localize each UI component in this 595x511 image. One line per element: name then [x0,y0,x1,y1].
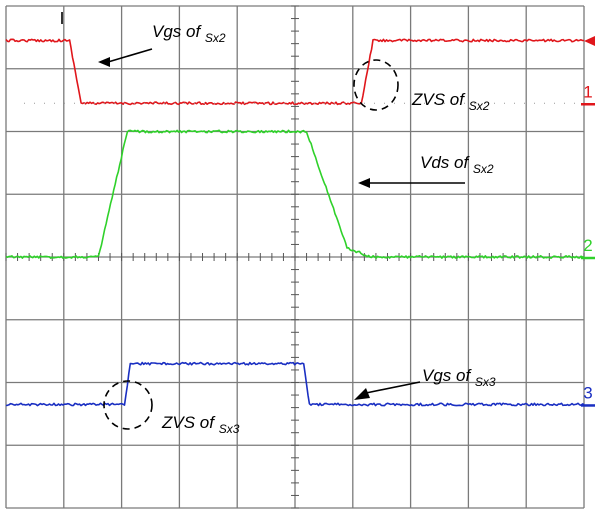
label-zvs-sx3: ZVS of Sx3 [161,413,240,436]
label-vgs-sx3: Vgs of Sx3 [422,366,496,389]
channel-label-2: 2 [583,236,592,255]
label-vds-sx2: Vds of Sx2 [420,153,494,176]
arrow-vgs-sx2-head [98,57,110,67]
label-vgs-sx2: Vgs of Sx2 [152,22,226,45]
channel-label-1: 1 [583,82,592,101]
label-zvs-sx2: ZVS of Sx2 [411,90,490,113]
trace-ch1 [5,38,584,106]
arrow-vgs-sx3-head [354,388,370,400]
arrow-vgs-sx3 [365,381,421,394]
channel-markers: 1 2 3 [581,36,595,407]
trace-ch2 [5,129,585,260]
annotations: Vgs of Sx2 ZVS of Sx2 Vds of Sx2 Vgs of Sx3… [98,22,496,436]
arrow-vds-sx2-head [358,178,370,188]
trigger-level-arrow [584,36,595,46]
traces [5,38,585,407]
arrow-vgs-sx2 [107,48,153,63]
trace-ch3 [5,361,585,407]
zvs-circle-sx3 [103,380,153,430]
zvs-circle-sx2 [353,59,399,111]
channel-label-3: 3 [583,383,592,402]
